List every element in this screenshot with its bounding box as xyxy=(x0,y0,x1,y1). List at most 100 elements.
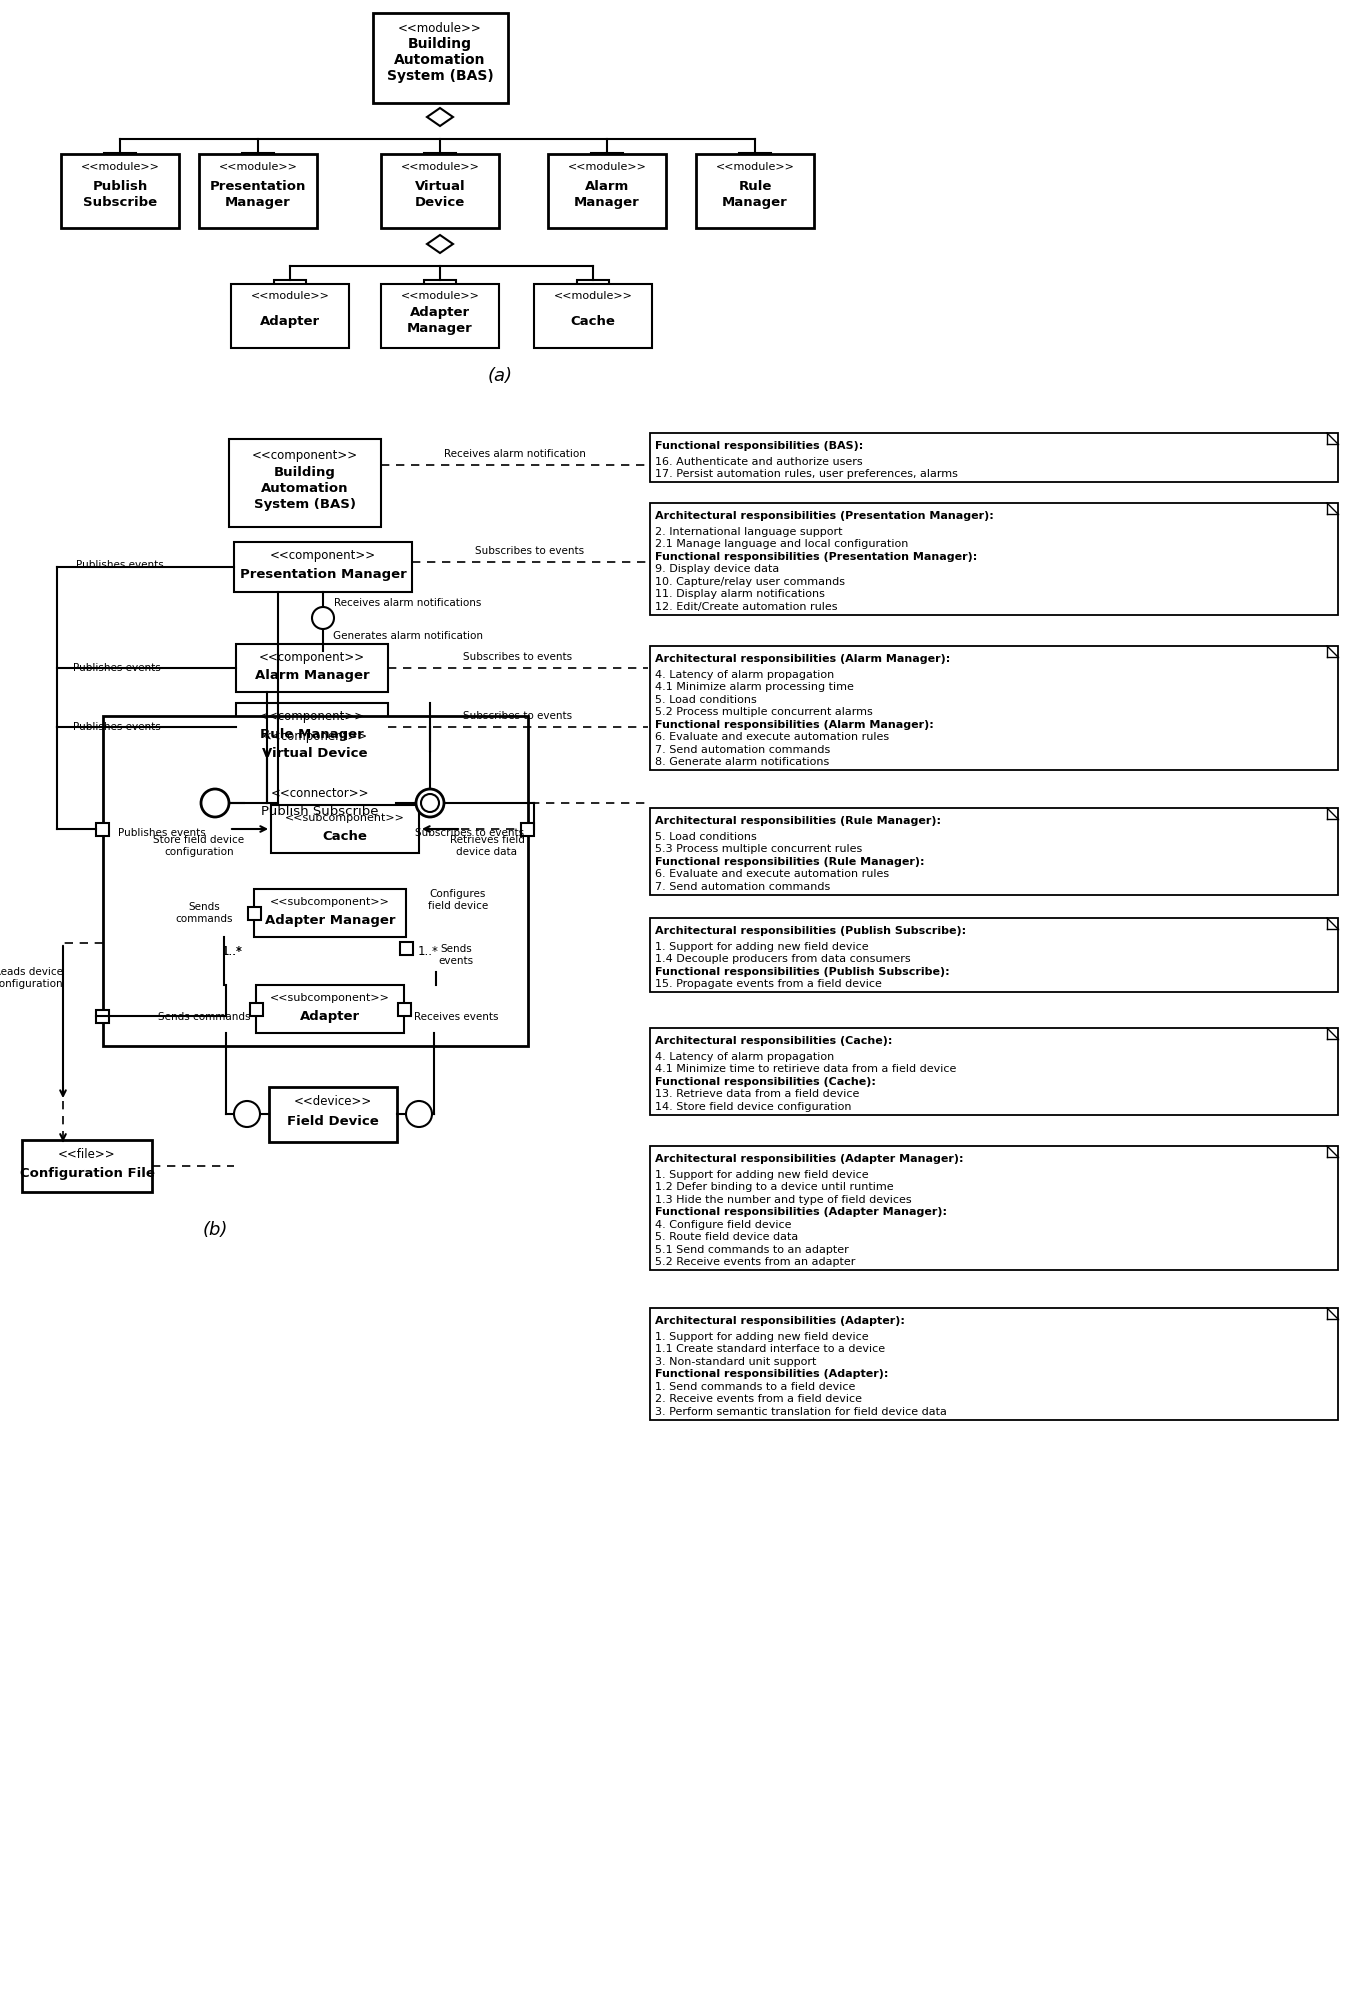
Text: 10. Capture/relay user commands: 10. Capture/relay user commands xyxy=(655,578,844,588)
Text: Sends commands: Sends commands xyxy=(158,1012,250,1022)
Text: Rule Manager: Rule Manager xyxy=(261,727,363,741)
Text: <<module>>: <<module>> xyxy=(81,161,159,171)
Bar xyxy=(242,153,274,167)
Text: 14. Store field device configuration: 14. Store field device configuration xyxy=(655,1102,851,1112)
Text: 1..*: 1..* xyxy=(222,944,242,958)
Text: Cache: Cache xyxy=(323,829,367,843)
Bar xyxy=(534,285,653,349)
Text: Generates alarm notification: Generates alarm notification xyxy=(332,631,484,641)
Bar xyxy=(373,14,508,104)
Text: Receives alarm notifications: Receives alarm notifications xyxy=(334,598,482,608)
Bar xyxy=(521,823,534,835)
Text: Virtual: Virtual xyxy=(415,179,465,193)
Text: System (BAS): System (BAS) xyxy=(386,70,493,84)
Bar xyxy=(254,888,407,936)
Text: 9. Display device data: 9. Display device data xyxy=(655,564,780,574)
Text: Field Device: Field Device xyxy=(288,1114,378,1127)
Text: <<component>>: <<component>> xyxy=(251,448,358,462)
Text: 6. Evaluate and execute automation rules: 6. Evaluate and execute automation rules xyxy=(655,869,889,878)
Bar xyxy=(255,984,404,1034)
Bar xyxy=(230,438,381,528)
Bar xyxy=(236,703,388,751)
Text: <<module>>: <<module>> xyxy=(250,291,330,301)
Text: Building: Building xyxy=(274,466,336,478)
Text: Subscribe: Subscribe xyxy=(82,195,157,209)
Text: Architectural responsibilities (Cache):: Architectural responsibilities (Cache): xyxy=(655,1036,893,1046)
Text: Manager: Manager xyxy=(407,321,473,335)
Text: <<module>>: <<module>> xyxy=(399,22,482,34)
Text: 5.3 Process multiple concurrent rules: 5.3 Process multiple concurrent rules xyxy=(655,845,862,855)
Bar xyxy=(247,906,261,920)
Text: 12. Edit/Create automation rules: 12. Edit/Create automation rules xyxy=(655,602,838,612)
Text: <<subcomponent>>: <<subcomponent>> xyxy=(270,992,390,1004)
Text: 5. Load conditions: 5. Load conditions xyxy=(655,833,757,843)
Bar xyxy=(199,153,317,227)
Text: Subscribes to events: Subscribes to events xyxy=(463,651,573,661)
Text: <<subcomponent>>: <<subcomponent>> xyxy=(285,813,405,823)
Text: 5. Route field device data: 5. Route field device data xyxy=(655,1233,798,1243)
Text: <<module>>: <<module>> xyxy=(554,291,632,301)
Text: 7. Send automation commands: 7. Send automation commands xyxy=(655,745,831,755)
Text: Functional responsibilities (BAS):: Functional responsibilities (BAS): xyxy=(655,440,863,450)
Bar xyxy=(103,715,527,1046)
Bar xyxy=(250,1002,262,1016)
Text: <<module>>: <<module>> xyxy=(567,161,646,171)
Text: (b): (b) xyxy=(203,1221,228,1239)
Text: Alarm: Alarm xyxy=(585,179,630,193)
Text: <<component>>: <<component>> xyxy=(259,651,365,663)
Circle shape xyxy=(234,1102,259,1127)
Bar xyxy=(231,285,349,349)
Bar xyxy=(650,1028,1337,1114)
Text: 1. Support for adding new field device: 1. Support for adding new field device xyxy=(655,1333,869,1343)
Text: 13. Retrieve data from a field device: 13. Retrieve data from a field device xyxy=(655,1090,859,1100)
Text: Retrieves field
device data: Retrieves field device data xyxy=(450,835,524,857)
Text: Functional responsibilities (Cache):: Functional responsibilities (Cache): xyxy=(655,1078,875,1088)
Bar xyxy=(234,542,412,592)
Text: <<component>>: <<component>> xyxy=(259,709,365,723)
Text: Subscribes to events: Subscribes to events xyxy=(463,711,573,721)
Text: 4.1 Minimize time to retirieve data from a field device: 4.1 Minimize time to retirieve data from… xyxy=(655,1064,957,1074)
Bar xyxy=(272,805,419,853)
Text: Functional responsibilities (Alarm Manager):: Functional responsibilities (Alarm Manag… xyxy=(655,719,934,729)
Text: 1.4 Decouple producers from data consumers: 1.4 Decouple producers from data consume… xyxy=(655,954,911,964)
Text: 4. Latency of alarm propagation: 4. Latency of alarm propagation xyxy=(655,1052,835,1062)
Bar xyxy=(96,823,109,835)
Text: 5. Load conditions: 5. Load conditions xyxy=(655,695,757,705)
Circle shape xyxy=(407,1102,432,1127)
Text: 1. Support for adding new field device: 1. Support for adding new field device xyxy=(655,942,869,952)
Text: Architectural responsibilities (Adapter):: Architectural responsibilities (Adapter)… xyxy=(655,1317,905,1327)
Text: <<connector>>: <<connector>> xyxy=(270,787,369,799)
Text: <<module>>: <<module>> xyxy=(716,161,794,171)
Text: 5.2 Process multiple concurrent alarms: 5.2 Process multiple concurrent alarms xyxy=(655,707,873,717)
Text: Architectural responsibilities (Presentation Manager):: Architectural responsibilities (Presenta… xyxy=(655,512,994,522)
Text: Configures
field device: Configures field device xyxy=(428,888,488,910)
Text: Subscribes to events: Subscribes to events xyxy=(416,829,524,839)
Text: Presentation: Presentation xyxy=(209,179,307,193)
Text: Adapter: Adapter xyxy=(409,305,470,319)
Text: 5.1 Send commands to an adapter: 5.1 Send commands to an adapter xyxy=(655,1245,848,1255)
Text: <<module>>: <<module>> xyxy=(400,291,480,301)
Bar xyxy=(696,153,815,227)
Text: 3. Perform semantic translation for field device data: 3. Perform semantic translation for fiel… xyxy=(655,1406,947,1416)
Text: Architectural responsibilities (Adapter Manager):: Architectural responsibilities (Adapter … xyxy=(655,1153,963,1163)
Text: <<component>>: <<component>> xyxy=(262,729,367,743)
Text: Functional responsibilities (Adapter Manager):: Functional responsibilities (Adapter Man… xyxy=(655,1207,947,1217)
Text: Building: Building xyxy=(408,38,471,52)
Text: 5.2 Receive events from an adapter: 5.2 Receive events from an adapter xyxy=(655,1257,855,1267)
Bar xyxy=(269,1086,397,1141)
Bar xyxy=(549,153,666,227)
Circle shape xyxy=(201,789,230,817)
Text: Functional responsibilities (Publish Subscribe):: Functional responsibilities (Publish Sub… xyxy=(655,966,950,976)
Text: Manager: Manager xyxy=(226,195,290,209)
Bar xyxy=(381,285,499,349)
Text: Subscribes to events: Subscribes to events xyxy=(476,546,585,556)
Circle shape xyxy=(422,795,439,813)
Text: Publishes events: Publishes events xyxy=(76,560,163,570)
Text: Publish Subscribe: Publish Subscribe xyxy=(261,805,378,817)
Text: Publishes events: Publishes events xyxy=(118,829,205,839)
Text: 7. Send automation commands: 7. Send automation commands xyxy=(655,882,831,892)
Bar xyxy=(22,1139,153,1191)
Text: Presentation Manager: Presentation Manager xyxy=(239,568,407,580)
Text: Adapter Manager: Adapter Manager xyxy=(265,914,396,926)
Text: System (BAS): System (BAS) xyxy=(254,498,357,510)
